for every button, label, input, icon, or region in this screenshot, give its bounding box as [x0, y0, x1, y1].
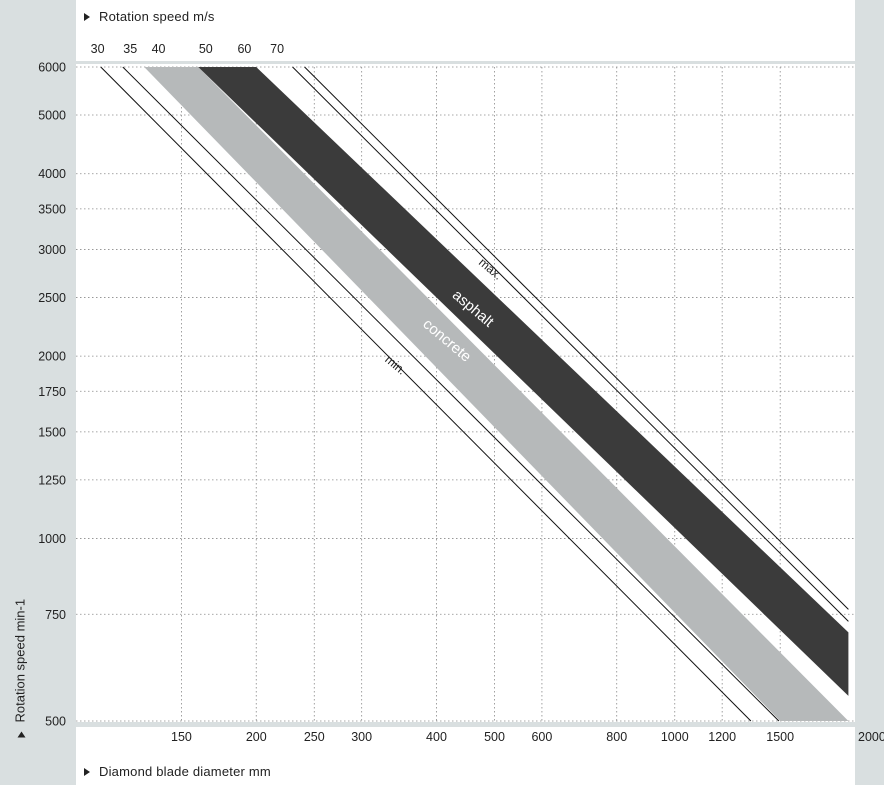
bottom-panel: [76, 727, 855, 785]
x-tick-label: 800: [606, 730, 627, 744]
x-tick-label: 250: [304, 730, 325, 744]
x-tick-label: 300: [351, 730, 372, 744]
top-tick-label: 60: [237, 42, 251, 56]
y-tick-label: 2500: [38, 291, 66, 305]
top-axis-title-text: Rotation speed m/s: [99, 9, 215, 24]
y-tick-label: 5000: [38, 108, 66, 122]
x-tick-label: 200: [246, 730, 267, 744]
top-tick-label: 50: [199, 42, 213, 56]
x-tick-label: 1500: [766, 730, 794, 744]
max-annotation: max.: [476, 255, 505, 282]
max-line: [292, 66, 849, 622]
top-axis-title: Rotation speed m/s: [84, 9, 215, 24]
triangle-right-icon: [84, 12, 90, 21]
top-panel: [76, 0, 855, 61]
y-tick-label: 1750: [38, 385, 66, 399]
x-tick-label: 400: [426, 730, 447, 744]
max-line-outer: [304, 66, 849, 610]
concrete-band: [144, 67, 849, 721]
line-layer: [100, 66, 849, 722]
x-tick-label: 2000: [858, 730, 884, 744]
triangle-right-icon: [84, 767, 90, 776]
y-tick-label: 2000: [38, 350, 66, 364]
y-tick-label: 3000: [38, 243, 66, 257]
x-tick-label: 1200: [708, 730, 736, 744]
y-tick-label: 1000: [38, 532, 66, 546]
asphalt-band: [198, 67, 849, 696]
top-tick-label: 35: [123, 42, 137, 56]
y-tick-label: 4000: [38, 167, 66, 181]
y-tick-label: 1250: [38, 473, 66, 487]
x-tick-label: 600: [531, 730, 552, 744]
x-tick-label: 1000: [661, 730, 689, 744]
x-tick-label: 150: [171, 730, 192, 744]
y-tick-label: 1500: [38, 425, 66, 439]
min-line-inner: [122, 66, 780, 722]
top-tick-label: 30: [91, 42, 105, 56]
y-tick-label: 750: [45, 608, 66, 622]
bottom-axis-title-text: Diamond blade diameter mm: [99, 764, 271, 779]
bottom-axis-title: Diamond blade diameter mm: [84, 764, 271, 779]
y-tick-label: 500: [45, 715, 66, 729]
y-tick-label: 3500: [38, 202, 66, 216]
x-tick-label: 500: [484, 730, 505, 744]
min-line: [100, 66, 752, 722]
band-layer: [144, 67, 849, 721]
top-tick-label: 40: [152, 42, 166, 56]
y-tick-label: 6000: [38, 61, 66, 75]
top-tick-label: 70: [270, 42, 284, 56]
